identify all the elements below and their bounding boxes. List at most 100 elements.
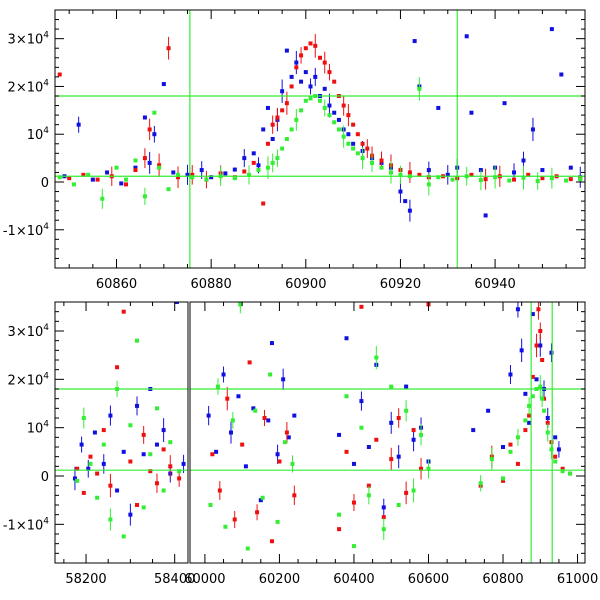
data-point xyxy=(247,360,252,365)
data-point xyxy=(284,101,289,106)
data-point xyxy=(289,84,294,89)
data-point xyxy=(436,105,441,110)
data-point xyxy=(133,165,138,170)
y-tick-label: 2×104 xyxy=(8,78,50,95)
data-point xyxy=(280,146,285,151)
data-point xyxy=(142,194,147,199)
data-point xyxy=(147,160,152,165)
data-point xyxy=(221,372,226,377)
x-tick-label: 58200 xyxy=(65,572,106,587)
data-point xyxy=(251,151,256,156)
data-point xyxy=(141,505,146,510)
data-point xyxy=(251,406,256,411)
data-point xyxy=(327,103,332,108)
data-point xyxy=(501,445,506,449)
data-point xyxy=(351,146,356,151)
data-point xyxy=(154,406,159,411)
data-point xyxy=(426,168,431,173)
data-point xyxy=(436,175,441,180)
data-point xyxy=(540,358,545,362)
data-point xyxy=(121,449,126,454)
data-point xyxy=(128,512,133,517)
data-point xyxy=(374,437,379,442)
data-point xyxy=(95,471,100,476)
data-point xyxy=(355,151,360,156)
data-point xyxy=(545,416,550,420)
data-point xyxy=(275,452,280,457)
data-point xyxy=(243,464,248,469)
data-point xyxy=(177,476,182,481)
y-tick-label: 104 xyxy=(27,126,50,143)
data-point xyxy=(265,141,270,146)
data-point xyxy=(292,493,297,498)
data-point xyxy=(540,168,545,173)
data-point xyxy=(542,408,547,413)
data-point xyxy=(521,175,526,180)
data-point xyxy=(261,127,266,132)
data-point xyxy=(123,182,128,187)
data-point xyxy=(327,70,332,75)
data-point xyxy=(135,503,140,507)
data-point xyxy=(225,396,230,401)
data-point xyxy=(568,177,573,182)
series-1 xyxy=(57,33,583,206)
data-point xyxy=(176,175,181,180)
data-point xyxy=(121,534,126,539)
data-point xyxy=(289,127,294,132)
data-point xyxy=(527,420,532,425)
series-0 xyxy=(206,302,561,517)
data-point xyxy=(341,134,346,139)
data-point xyxy=(88,461,93,466)
data-point xyxy=(238,302,243,307)
data-point xyxy=(255,510,260,515)
data-point xyxy=(168,440,173,445)
data-point xyxy=(553,459,558,464)
data-point xyxy=(95,495,100,500)
data-point xyxy=(389,457,394,462)
data-point xyxy=(337,432,342,437)
data-point xyxy=(161,82,166,87)
data-point xyxy=(268,372,273,377)
y-tick-label: -1×104 xyxy=(3,222,49,239)
data-point xyxy=(154,442,159,447)
data-point xyxy=(294,65,299,70)
data-point xyxy=(177,469,182,474)
data-point xyxy=(366,493,371,498)
data-point xyxy=(351,544,356,549)
data-point xyxy=(411,437,416,442)
x-tick-label: 60920 xyxy=(380,277,421,292)
data-point xyxy=(142,115,147,120)
data-point xyxy=(86,172,91,177)
data-point xyxy=(469,172,474,177)
data-point xyxy=(100,196,105,201)
data-point xyxy=(553,454,558,459)
data-point xyxy=(501,476,506,481)
data-point xyxy=(366,445,371,449)
data-point xyxy=(407,170,412,175)
data-point xyxy=(318,55,322,60)
data-point xyxy=(236,394,241,399)
data-point xyxy=(215,384,220,389)
data-point xyxy=(121,309,126,314)
data-point xyxy=(411,428,416,433)
plot-frame-top xyxy=(54,9,586,269)
data-point xyxy=(359,304,364,309)
data-point xyxy=(157,163,162,168)
data-point xyxy=(133,168,138,173)
y-tick-label: 2×104 xyxy=(8,371,50,388)
data-point xyxy=(527,403,532,408)
data-point xyxy=(57,72,62,77)
data-point xyxy=(578,177,583,182)
y-tick-label: -1×104 xyxy=(3,516,49,533)
x-tick-label: 60940 xyxy=(474,277,515,292)
data-point xyxy=(388,170,393,175)
data-point xyxy=(549,447,554,452)
data-point xyxy=(322,60,327,65)
data-point xyxy=(344,449,349,454)
data-point xyxy=(101,461,106,466)
data-point xyxy=(181,461,186,466)
data-point xyxy=(489,457,494,462)
data-point xyxy=(275,115,280,120)
data-point xyxy=(322,105,327,110)
data-point xyxy=(141,452,146,457)
